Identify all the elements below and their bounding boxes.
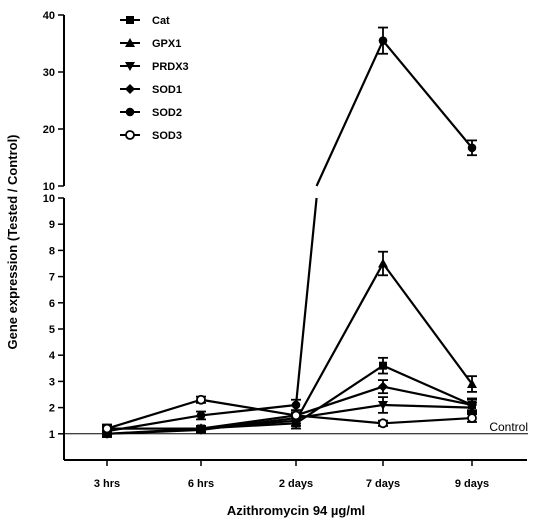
series-line (295, 262, 384, 422)
y-tick-label: 1 (49, 429, 55, 441)
series-line (294, 197, 318, 406)
x-tick-label: 9 days (455, 478, 489, 490)
series-line (295, 414, 384, 425)
data-point (378, 258, 388, 268)
data-point (378, 36, 388, 45)
y-axis-title: Gene expression (Tested / Control) (5, 134, 20, 349)
y-tick-label: 7 (49, 272, 55, 284)
legend-marker (125, 107, 135, 117)
legend-item-sod3: SOD3 (120, 130, 182, 142)
series-prdx3 (102, 396, 477, 439)
series-line (200, 398, 297, 417)
data-point (467, 399, 477, 410)
legend-label: GPX1 (152, 38, 181, 50)
legend-marker (125, 62, 135, 71)
data-point (102, 423, 112, 434)
series-line (295, 385, 384, 417)
legend-item-sod1: SOD1 (120, 84, 182, 96)
legend-marker (125, 84, 135, 94)
legend-label: Cat (152, 15, 170, 27)
x-tick-label: 3 hrs (94, 478, 120, 490)
legend-label: SOD3 (152, 130, 182, 142)
series-line (382, 403, 473, 409)
data-point (467, 413, 477, 423)
y-tick-label: 10 (43, 193, 55, 205)
legend-marker (125, 130, 135, 140)
x-tick-label: 6 hrs (188, 478, 214, 490)
legend-item-cat: Cat (120, 15, 170, 27)
data-point (378, 418, 388, 429)
y-tick-label: 20 (43, 124, 55, 136)
series-sod3 (102, 394, 477, 434)
y-tick-label: 30 (43, 67, 55, 79)
series-line (200, 403, 297, 417)
control-label: Control (489, 420, 528, 434)
data-point (196, 394, 206, 405)
y-tick-label: 9 (49, 219, 55, 231)
series-line (315, 40, 385, 187)
data-point (291, 400, 301, 410)
y-tick-label: 5 (49, 324, 55, 336)
y-tick-label: 40 (43, 10, 55, 22)
legend: Cat GPX1 PRDX3 SOD1 SOD2 SOD3 (120, 15, 189, 142)
data-point (467, 143, 477, 153)
x-tick-label: 7 days (366, 478, 400, 490)
series-line (106, 414, 202, 433)
series-line (382, 364, 473, 406)
x-axis-title: Azithromycin 94 µg/ml (227, 503, 365, 518)
legend-marker (125, 38, 135, 47)
y-tick-label: 2 (49, 403, 55, 415)
series-sod1 (102, 379, 477, 439)
data-point (291, 410, 301, 421)
data-point (467, 379, 477, 389)
control-reference: Control (64, 420, 528, 435)
series-line (382, 385, 473, 407)
legend-label: SOD1 (152, 84, 182, 96)
series-line (200, 414, 297, 430)
y-tick-label: 3 (49, 376, 55, 388)
series-line (106, 398, 202, 430)
legend-label: SOD2 (152, 107, 182, 119)
legend-item-prdx3: PRDX3 (120, 61, 189, 73)
data-point (196, 423, 206, 434)
series-line (200, 416, 297, 431)
series-line (382, 416, 473, 425)
legend-item-gpx1: GPX1 (120, 38, 181, 50)
series-line (382, 39, 473, 149)
data-point (378, 381, 388, 392)
series-line (106, 427, 202, 435)
data-point (379, 361, 387, 370)
legend-label: PRDX3 (152, 61, 189, 73)
data-point (196, 411, 206, 420)
series-layer (102, 26, 477, 439)
y-tick-label: 4 (49, 350, 56, 362)
x-tick-label: 2 days (279, 478, 313, 490)
legend-item-sod2: SOD2 (120, 107, 182, 119)
series-line (382, 262, 473, 385)
y-tick-label: 6 (49, 298, 55, 310)
y-tick-label: 8 (49, 245, 55, 257)
y-tick-label: 10 (43, 181, 55, 193)
data-point (378, 400, 388, 410)
series-line (295, 364, 384, 425)
legend-marker (126, 16, 134, 24)
